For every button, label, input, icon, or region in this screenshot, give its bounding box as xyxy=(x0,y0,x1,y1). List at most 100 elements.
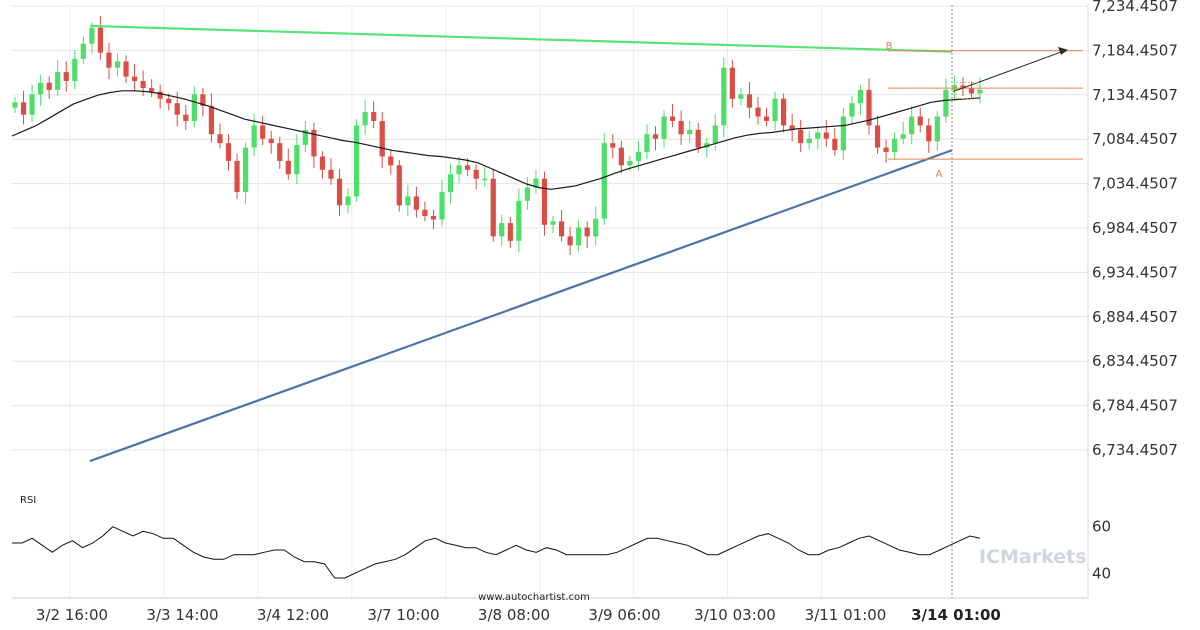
candle xyxy=(191,86,197,128)
candle xyxy=(114,53,121,77)
candle-body xyxy=(29,94,35,115)
candle-body xyxy=(123,61,129,77)
x-tick-label: 3/3 14:00 xyxy=(146,606,218,624)
candle-body xyxy=(661,116,667,139)
candle xyxy=(593,206,599,246)
candle-body xyxy=(388,156,394,166)
x-tick-label: 3/4 12:00 xyxy=(257,606,329,624)
candle xyxy=(200,88,206,117)
candle-body xyxy=(319,156,326,170)
candle-body xyxy=(712,125,718,144)
candle-body xyxy=(183,114,189,121)
candle-body xyxy=(46,82,52,90)
candle-body xyxy=(354,125,360,197)
website-label[interactable]: www.autochartist.com xyxy=(478,592,590,603)
y-tick-label: 7,084.4507 xyxy=(1092,130,1178,148)
candle xyxy=(123,55,129,83)
candle xyxy=(379,112,385,169)
candle xyxy=(371,101,377,129)
candle-body xyxy=(943,89,949,117)
candle-body xyxy=(482,178,488,181)
candle xyxy=(242,142,249,204)
candle-body xyxy=(934,116,940,142)
candle-body xyxy=(149,88,155,92)
candle xyxy=(285,148,291,180)
candle xyxy=(345,188,351,214)
pattern-group: AB xyxy=(89,24,1083,180)
candle xyxy=(63,61,69,92)
candle xyxy=(687,120,693,143)
candle-body xyxy=(832,138,838,151)
rsi-tick-label: 60 xyxy=(1092,518,1111,536)
candle xyxy=(866,78,872,135)
candle-body xyxy=(251,125,257,148)
candle xyxy=(746,81,753,119)
candle-body xyxy=(695,129,701,148)
candle xyxy=(763,107,770,127)
candle-body xyxy=(601,143,607,219)
candle-body xyxy=(806,138,812,144)
candle xyxy=(917,107,923,133)
candle xyxy=(413,186,419,218)
candle-body xyxy=(781,98,787,126)
candle-body xyxy=(106,52,112,68)
candle xyxy=(388,149,394,175)
candle-body xyxy=(524,187,530,201)
candle xyxy=(294,134,300,185)
candle xyxy=(131,64,138,92)
candle-body xyxy=(968,88,975,94)
candle-body xyxy=(234,160,240,192)
candle xyxy=(892,132,898,161)
candle xyxy=(840,107,846,161)
candle-body xyxy=(618,147,624,166)
candle xyxy=(541,171,548,236)
candle xyxy=(558,209,565,242)
candle xyxy=(166,93,172,111)
candle xyxy=(576,219,582,253)
candle xyxy=(465,158,471,177)
candle-body xyxy=(857,89,864,104)
x-tick-label: 3/10 03:00 xyxy=(694,606,776,624)
candle xyxy=(268,130,274,154)
candle-body xyxy=(131,76,138,81)
candle-body xyxy=(900,134,906,139)
candle-body xyxy=(541,178,548,225)
candle-body xyxy=(174,103,180,115)
candle-body xyxy=(840,116,846,151)
candle xyxy=(610,134,616,159)
candle xyxy=(601,132,607,225)
candle xyxy=(405,184,411,216)
candle-body xyxy=(558,221,565,237)
candle xyxy=(336,168,343,216)
candle-body xyxy=(277,143,283,161)
candle-body xyxy=(763,116,770,121)
candle xyxy=(55,59,61,97)
candle-body xyxy=(729,67,735,99)
x-tick-label: 3/8 08:00 xyxy=(478,606,550,624)
candle-body xyxy=(490,178,496,237)
candle xyxy=(960,77,966,97)
candle-body xyxy=(746,94,753,108)
candle xyxy=(482,167,488,187)
candle xyxy=(900,121,906,145)
candle xyxy=(72,49,78,89)
candle xyxy=(926,118,932,153)
candle xyxy=(823,120,829,147)
candle-body xyxy=(507,223,513,241)
candle-body xyxy=(336,178,343,206)
candle xyxy=(678,110,684,145)
candle-body xyxy=(114,61,121,68)
candle xyxy=(789,113,795,142)
candle xyxy=(798,120,804,153)
x-tick-label: 3/14 01:00 xyxy=(911,606,1001,624)
x-tick-label: 3/11 01:00 xyxy=(805,606,887,624)
y-tick-label: 7,184.4507 xyxy=(1092,41,1178,59)
projection-arrowhead xyxy=(1058,46,1068,55)
candle xyxy=(157,84,163,109)
candle xyxy=(328,158,334,185)
x-tick-label: 3/9 06:00 xyxy=(588,606,660,624)
candle-body xyxy=(208,105,215,135)
candle-body xyxy=(849,103,855,117)
candle-body xyxy=(687,129,693,135)
